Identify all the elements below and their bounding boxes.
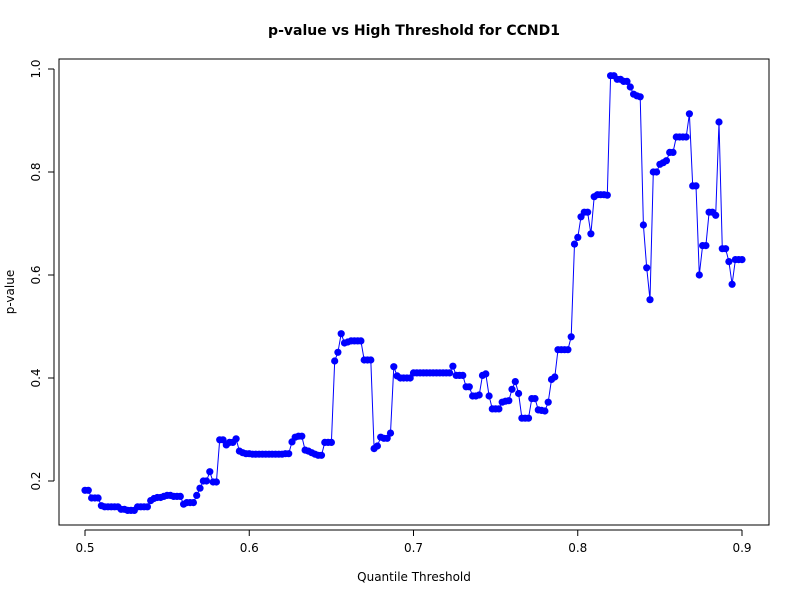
chart-title: p-value vs High Threshold for CCND1 bbox=[268, 23, 560, 39]
data-point bbox=[495, 405, 503, 413]
data-point bbox=[189, 499, 197, 507]
x-tick-label: 0.5 bbox=[75, 541, 94, 555]
y-tick-label: 0.6 bbox=[29, 265, 43, 284]
data-point bbox=[406, 374, 414, 382]
data-point bbox=[515, 389, 523, 398]
data-point bbox=[584, 208, 592, 216]
data-point bbox=[728, 280, 736, 288]
data-point bbox=[692, 182, 700, 190]
data-point bbox=[544, 398, 552, 406]
data-point bbox=[712, 211, 720, 219]
data-point bbox=[446, 369, 454, 377]
data-point bbox=[482, 370, 490, 378]
data-point bbox=[285, 450, 293, 458]
data-point bbox=[327, 438, 335, 446]
data-point bbox=[219, 436, 227, 444]
data-point bbox=[587, 230, 595, 238]
data-point bbox=[383, 434, 391, 442]
data-point bbox=[626, 83, 634, 91]
data-point bbox=[386, 429, 395, 437]
data-point bbox=[738, 256, 746, 264]
data-point bbox=[662, 157, 671, 165]
x-tick-label: 0.6 bbox=[240, 541, 259, 555]
data-point bbox=[232, 435, 240, 443]
data-point bbox=[564, 346, 572, 354]
data-point bbox=[331, 357, 339, 365]
data-point bbox=[176, 492, 184, 500]
data-point bbox=[551, 373, 559, 381]
y-tick-label: 1.0 bbox=[29, 59, 43, 78]
data-point bbox=[570, 240, 579, 248]
x-axis: 0.5 0.6 0.7 0.8 0.9 bbox=[75, 529, 752, 555]
data-point bbox=[298, 432, 306, 440]
y-axis: 0.2 0.4 0.6 0.8 1.0 bbox=[29, 59, 55, 491]
data-point bbox=[511, 378, 519, 386]
data-point bbox=[202, 477, 211, 485]
data-point bbox=[390, 363, 398, 371]
data-point bbox=[485, 392, 493, 400]
data-point bbox=[643, 264, 651, 272]
plot-frame bbox=[58, 58, 770, 526]
data-point bbox=[357, 337, 365, 345]
y-tick-label: 0.4 bbox=[29, 368, 43, 387]
data-point bbox=[725, 258, 733, 266]
data-point bbox=[373, 442, 381, 450]
x-tick-label: 0.7 bbox=[404, 541, 423, 555]
data-point bbox=[646, 296, 654, 304]
x-tick-label: 0.8 bbox=[568, 541, 587, 555]
data-point bbox=[623, 77, 631, 85]
data-point bbox=[682, 133, 690, 141]
data-point bbox=[337, 330, 345, 338]
data-point bbox=[206, 468, 214, 476]
data-point bbox=[475, 391, 483, 399]
data-point bbox=[603, 191, 611, 199]
data-point bbox=[541, 407, 549, 415]
y-tick-label: 0.2 bbox=[29, 471, 43, 490]
data-point bbox=[567, 333, 575, 341]
data-point bbox=[193, 491, 201, 499]
data-point bbox=[94, 494, 102, 502]
data-point bbox=[84, 486, 92, 494]
data-point bbox=[317, 451, 326, 459]
data-point bbox=[459, 371, 467, 379]
data-point bbox=[465, 383, 473, 391]
x-tick-label: 0.9 bbox=[732, 541, 751, 555]
x-axis-label: Quantile Threshold bbox=[357, 570, 471, 584]
series-points bbox=[81, 72, 746, 514]
y-tick-label: 0.8 bbox=[29, 162, 43, 181]
data-point bbox=[196, 484, 204, 492]
data-point bbox=[531, 395, 539, 403]
data-point bbox=[639, 221, 648, 229]
data-point bbox=[715, 118, 723, 126]
data-point bbox=[695, 271, 703, 279]
data-point bbox=[653, 168, 661, 176]
data-point bbox=[636, 93, 644, 101]
data-point bbox=[508, 385, 516, 393]
data-point bbox=[524, 414, 533, 422]
data-point bbox=[505, 397, 513, 405]
data-point bbox=[334, 348, 342, 356]
data-point bbox=[702, 242, 710, 250]
data-point bbox=[669, 148, 677, 156]
data-point bbox=[449, 362, 457, 370]
series-polyline bbox=[85, 75, 742, 511]
data-point bbox=[212, 478, 220, 486]
y-axis-label: p-value bbox=[3, 270, 17, 314]
data-point bbox=[722, 245, 730, 253]
data-point bbox=[367, 356, 375, 364]
data-point bbox=[143, 503, 151, 511]
data-point bbox=[685, 110, 694, 118]
data-point bbox=[574, 233, 582, 241]
series-line bbox=[85, 75, 742, 511]
